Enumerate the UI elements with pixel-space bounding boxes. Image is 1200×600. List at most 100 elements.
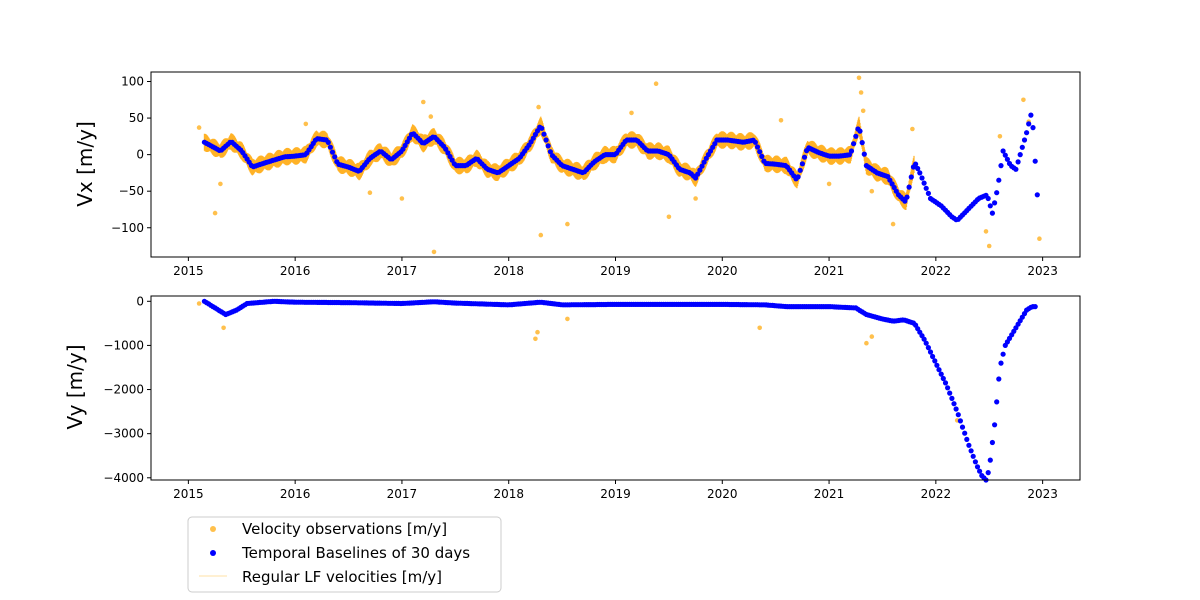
y-tick-label: −100 xyxy=(111,221,144,235)
baseline-point xyxy=(921,336,927,342)
baseline-point xyxy=(938,371,944,377)
observation-point xyxy=(221,325,226,331)
vx-y-axis: 100 50 0 −50 −100 xyxy=(111,75,151,235)
baseline-point xyxy=(545,143,551,149)
baseline-point xyxy=(547,149,554,155)
vy-x-axis: 2015 2016 2017 2018 2019 2020 2021 2022 2023 xyxy=(173,480,1058,501)
y-tick-label: −3000 xyxy=(103,427,144,441)
vx-velocity-observations xyxy=(196,75,1042,255)
x-tick-label: 2023 xyxy=(1027,487,1058,501)
observation-point xyxy=(910,126,915,132)
observation-point xyxy=(565,316,570,322)
baseline-point xyxy=(1000,351,1006,357)
x-tick-label: 2016 xyxy=(280,487,311,501)
baseline-point xyxy=(906,184,912,190)
baseline-point xyxy=(1017,152,1023,158)
observation-point xyxy=(399,196,405,201)
baseline-point xyxy=(951,401,957,407)
vx-x-axis: 2015 2016 2017 2018 2019 2020 2021 2022 2023 xyxy=(173,257,1058,278)
observation-point xyxy=(826,181,832,187)
baseline-point xyxy=(1021,137,1028,143)
observation-point xyxy=(986,243,992,249)
observation-point xyxy=(890,221,896,227)
observation-point xyxy=(538,232,544,238)
baseline-point xyxy=(904,194,910,200)
baseline-point xyxy=(923,340,929,346)
observation-point xyxy=(869,334,875,339)
baseline-point xyxy=(1032,158,1038,164)
baseline-point xyxy=(923,185,929,191)
x-tick-label: 2017 xyxy=(387,264,418,278)
x-tick-label: 2020 xyxy=(707,487,738,501)
baseline-point xyxy=(932,358,938,364)
observation-point xyxy=(533,336,538,342)
x-tick-label: 2022 xyxy=(921,264,952,278)
observation-point xyxy=(196,301,202,306)
observation-point xyxy=(869,188,875,194)
observation-point xyxy=(653,81,659,86)
x-tick-label: 2015 xyxy=(173,487,204,501)
baseline-point xyxy=(919,175,925,181)
baseline-point xyxy=(936,367,942,373)
baseline-point xyxy=(1004,156,1011,162)
baseline-point xyxy=(977,468,983,474)
y-tick-label: 0 xyxy=(136,148,144,162)
observation-point xyxy=(218,181,223,187)
baseline-point xyxy=(693,175,699,181)
baseline-point xyxy=(934,362,940,368)
x-tick-label: 2021 xyxy=(814,487,845,501)
baseline-point xyxy=(1034,192,1040,198)
baseline-point xyxy=(329,149,336,155)
baseline-point xyxy=(699,163,705,169)
baseline-point xyxy=(327,144,333,150)
observation-point xyxy=(428,114,434,119)
baseline-point xyxy=(940,375,946,382)
baseline-point xyxy=(851,141,857,147)
baseline-point xyxy=(959,424,966,430)
baseline-point xyxy=(994,399,1000,405)
observation-point xyxy=(983,229,989,234)
baseline-point xyxy=(927,349,934,355)
baseline-point xyxy=(957,418,964,424)
baseline-point xyxy=(974,464,981,470)
baseline-point xyxy=(996,177,1002,183)
baseline-point xyxy=(332,154,338,160)
baseline-point xyxy=(953,406,959,412)
baseline-point xyxy=(925,345,932,351)
observation-point xyxy=(303,121,309,127)
x-tick-label: 2015 xyxy=(173,264,204,278)
baseline-point xyxy=(992,200,998,206)
observation-point xyxy=(1037,236,1042,241)
baseline-point xyxy=(848,148,855,154)
observation-point xyxy=(693,196,698,201)
baseline-point xyxy=(861,151,867,157)
vy-velocity-observations xyxy=(196,301,960,423)
baseline-point xyxy=(917,170,923,176)
observation-point xyxy=(997,134,1003,139)
vy-panel: 2015 2016 2017 2018 2019 2020 2021 2022 2023 0 −1… xyxy=(63,294,1081,501)
observation-point xyxy=(536,104,541,110)
baseline-point xyxy=(902,198,908,204)
legend: Velocity observations [m/y] Temporal Bas… xyxy=(187,516,502,593)
observation-point xyxy=(856,75,862,81)
y-tick-label: −4000 xyxy=(103,471,144,485)
baseline-point xyxy=(799,161,806,167)
baseline-point xyxy=(942,380,949,386)
vy-y-axis-label: Vy [m/y] xyxy=(63,345,87,430)
baseline-point xyxy=(908,174,914,180)
baseline-point xyxy=(1026,121,1032,127)
baseline-point xyxy=(913,161,919,167)
baseline-point xyxy=(1015,159,1021,165)
observation-point xyxy=(565,221,570,227)
baseline-point xyxy=(697,167,703,173)
baseline-point xyxy=(949,395,955,401)
baseline-point xyxy=(325,139,331,145)
y-tick-label: −2000 xyxy=(103,383,144,397)
y-tick-label: 100 xyxy=(121,75,144,89)
vx-plot-frame xyxy=(150,71,1081,258)
baseline-point xyxy=(985,470,991,476)
vy-plot-frame xyxy=(150,295,1081,481)
observation-point xyxy=(212,210,218,216)
observation-point xyxy=(757,325,762,331)
observation-point xyxy=(367,190,373,195)
